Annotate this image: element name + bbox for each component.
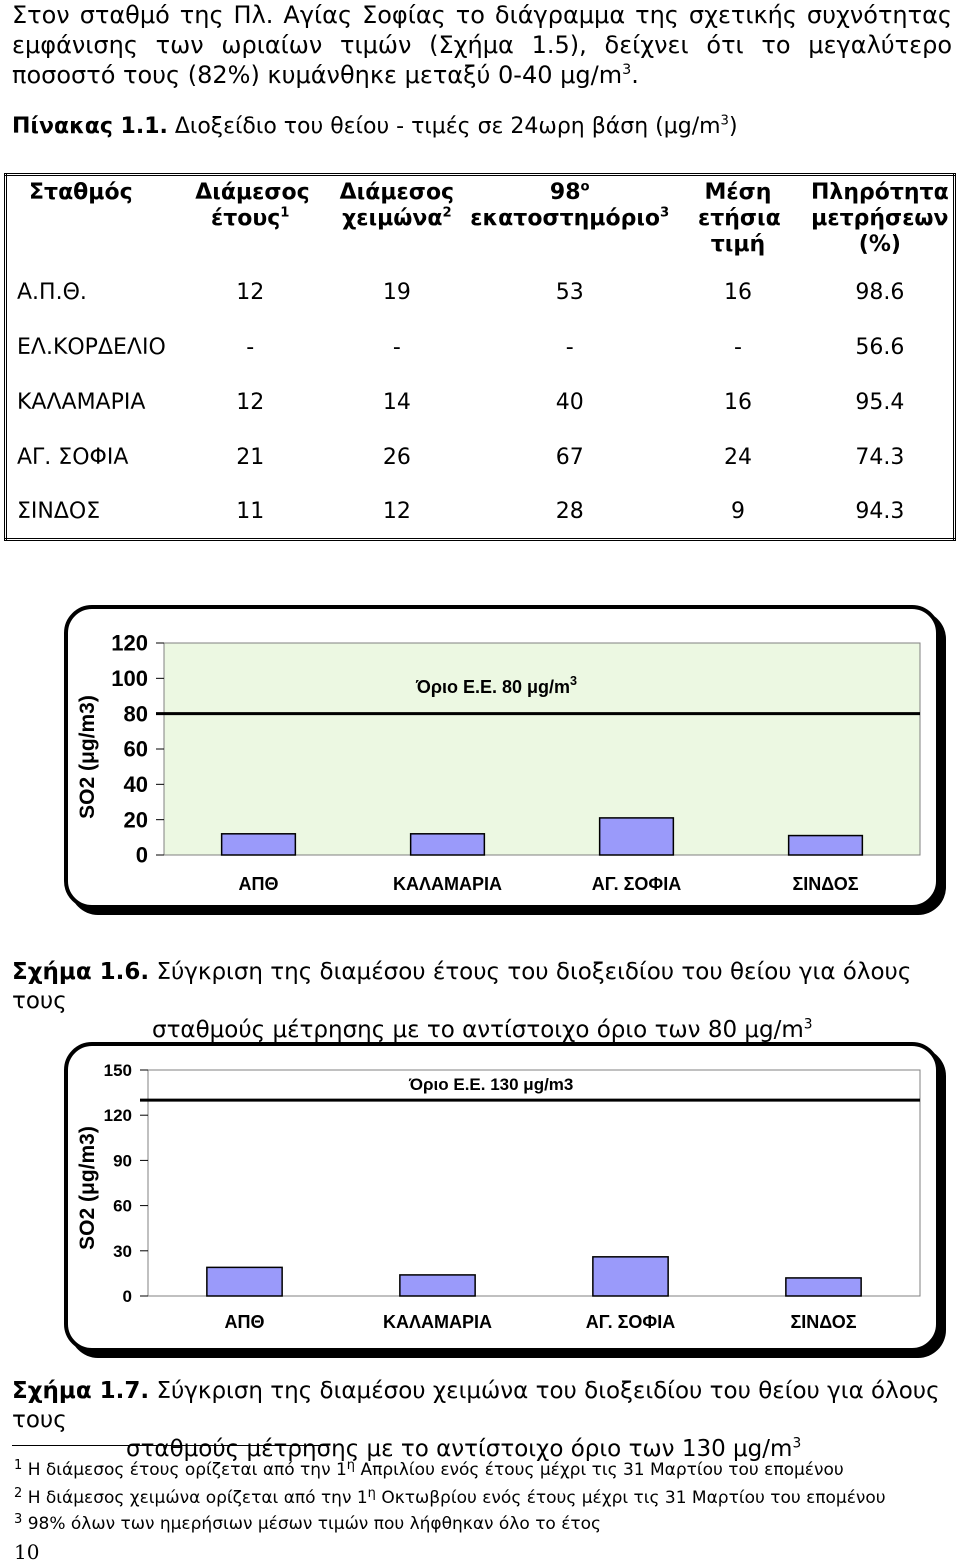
intro-line-2: εμφάνισης των ωριαίων τιμών (Σχήμα 1.5),…: [12, 31, 952, 59]
table-row: Α.Π.Θ. 12 19 53 16 98.6: [6, 265, 955, 320]
figure-1-6-caption: Σχήμα 1.6. Σύγκριση της διαμέσου έτους τ…: [12, 959, 912, 1043]
y-tick-label: 20: [124, 807, 148, 832]
table-cell: 40: [555, 389, 584, 415]
x-category-label: ΚΑΛΑΜΑΡΙΑ: [383, 1312, 492, 1332]
plot-area: [147, 1069, 921, 1297]
table-row: ΑΓ. ΣΟΦΙΑ 21 26 67 24 74.3: [6, 430, 955, 485]
figure-1-7-caption: Σχήμα 1.7. Σύγκριση της διαμέσου χειμώνα…: [12, 1378, 940, 1462]
table-row: ΣΙΝΔΟΣ 11 12 28 9 94.3: [6, 485, 955, 540]
bar-4: [787, 834, 864, 856]
station-name-cell: Α.Π.Θ.: [17, 279, 87, 305]
table-cell: 67: [555, 444, 584, 470]
header-station: Σταθμός: [29, 180, 133, 205]
intro-paragraph: Στον σταθμό της Πλ. Αγίας Σοφίας το διάγ…: [12, 0, 952, 90]
page-number: 10: [14, 1540, 40, 1562]
table-cell: 14: [382, 389, 411, 415]
x-category-label: ΑΠΘ: [239, 874, 279, 894]
table-title-label: Πίνακας 1.1.: [12, 114, 168, 139]
table-cell: 74.3: [855, 444, 905, 470]
y-tick-label: 0: [136, 843, 148, 868]
y-axis-label: SO2 (μg/m3): [76, 695, 99, 819]
table-cell: -: [392, 334, 401, 360]
y-tick-label: 60: [113, 1197, 132, 1216]
table-cell: 26: [382, 444, 411, 470]
bar-2: [399, 1274, 476, 1297]
table-cell: 94.3: [855, 498, 905, 524]
figure-1-6-label: Σχήμα 1.6.: [12, 959, 150, 985]
table-cell: 53: [555, 279, 584, 305]
x-category-label: ΣΙΝΔΟΣ: [790, 1312, 856, 1332]
table-cell: 11: [236, 498, 265, 524]
table-cell: 95.4: [855, 389, 905, 415]
header-98-percentile: 98ο εκατοστημόριο3: [470, 179, 670, 231]
figure-1-7-label: Σχήμα 1.7.: [12, 1378, 150, 1404]
y-tick-label: 30: [113, 1242, 132, 1261]
x-category-label: ΑΓ. ΣΟΦΙΑ: [592, 874, 681, 894]
header-annual-mean: Μέση ετήσια τιμή: [697, 180, 781, 257]
table-cell: 56.6: [855, 334, 905, 360]
bar-3: [592, 1256, 669, 1297]
station-name-cell: ΚΑΛΑΜΑΡΙΑ: [17, 389, 146, 415]
table-cell: 19: [382, 279, 411, 305]
y-tick-label: 120: [104, 1106, 132, 1125]
bar-3: [598, 817, 675, 856]
svg-text:SO2 (μg/m3): SO2 (μg/m3): [76, 695, 99, 819]
y-tick-label: 0: [123, 1287, 132, 1306]
station-name-cell: ΣΙΝΔΟΣ: [17, 498, 101, 524]
limit-label: Όριο Ε.Ε. 130 μg/m3: [408, 1075, 573, 1094]
table-header-row: Σταθμός Διάμεσος έτους1 Διάμεσος χειμώνα…: [6, 175, 955, 265]
table-cell: -: [246, 334, 255, 360]
table-title: Πίνακας 1.1. Διοξείδιο του θείου - τιμές…: [12, 113, 738, 139]
y-tick-label: 60: [124, 737, 148, 762]
table-cell: 16: [723, 279, 752, 305]
intro-line-3: ποσοστό τους (82%) κυμάνθηκε μεταξύ 0-40…: [12, 61, 639, 89]
x-category-label: ΑΓ. ΣΟΦΙΑ: [586, 1312, 675, 1332]
x-category-label: ΑΠΘ: [225, 1312, 265, 1332]
y-tick-label: 100: [111, 666, 148, 691]
svg-text:SO2 (μg/m3): SO2 (μg/m3): [76, 1126, 99, 1250]
plot-area: [163, 642, 921, 856]
y-axis-label: SO2 (μg/m3): [76, 1126, 99, 1250]
y-tick-label: 120: [111, 631, 148, 656]
chart-annual-median-svg: 0 20 40 60 80 100 120 ΑΠΘ ΚΑΛΑΜΑΡΙΑ ΑΓ. ΣΟΦΙΑ ΣΙΝΔ…: [76, 631, 921, 894]
footnote-2: 2 Η διάμεσος χειμώνα ορίζεται από την 1η…: [14, 1486, 886, 1508]
table-cell: 12: [382, 498, 411, 524]
y-tick-label: 150: [104, 1061, 132, 1080]
table-cell: 9: [730, 498, 745, 524]
station-name-cell: ΑΓ. ΣΟΦΙΑ: [17, 444, 129, 470]
table-cell: 28: [555, 498, 584, 524]
chart-winter-median: 0 30 60 90 120 150 ΑΠΘ ΚΑΛΑΜΑΡΙΑ ΑΓ. ΣΟΦΙΑ ΣΙΝΔΟΣ…: [64, 1042, 940, 1352]
bar-1: [206, 1266, 283, 1297]
table-row: ΚΑΛΑΜΑΡΙΑ 12 14 40 16 95.4: [6, 375, 955, 430]
x-category-label: ΣΙΝΔΟΣ: [792, 874, 858, 894]
station-name-cell: ΕΛ.ΚΟΡΔΕΛΙΟ: [17, 334, 166, 360]
chart-annual-median: 0 20 40 60 80 100 120 ΑΠΘ ΚΑΛΑΜΑΡΙΑ ΑΓ. ΣΟΦΙΑ ΣΙΝΔ…: [64, 605, 940, 909]
table-cell: 24: [723, 444, 752, 470]
bar-4: [785, 1277, 862, 1297]
footnote-1: 1 Η διάμεσος έτους ορίζεται από την 1η Α…: [14, 1458, 844, 1480]
table-cell: 98.6: [855, 279, 905, 305]
y-tick-label: 90: [113, 1151, 132, 1170]
limit-label: Όριο Ε.Ε. 80 μg/m3: [415, 674, 577, 697]
y-tick-label: 40: [124, 772, 148, 797]
table-cell: 12: [236, 279, 265, 305]
chart-winter-median-svg: 0 30 60 90 120 150 ΑΠΘ ΚΑΛΑΜΑΡΙΑ ΑΓ. ΣΟΦΙΑ ΣΙΝΔΟΣ…: [76, 1061, 921, 1332]
header-winter-median: Διάμεσος χειμώνα2: [339, 180, 455, 231]
x-category-label: ΚΑΛΑΜΑΡΙΑ: [393, 874, 502, 894]
header-annual-median: Διάμεσος έτους1: [195, 180, 310, 231]
header-completeness: Πληρότητα μετρήσεων (%): [811, 180, 949, 257]
table-cell: -: [733, 334, 742, 360]
footnote-separator: [12, 1445, 326, 1446]
bar-1: [220, 833, 297, 856]
intro-line-1: Στον σταθμό της Πλ. Αγίας Σοφίας το διάγ…: [12, 1, 952, 29]
footnote-3: 3 98% όλων των ημερήσιων μέσων τιμών που…: [14, 1512, 602, 1534]
table-row: ΕΛ.ΚΟΡΔΕΛΙΟ - - - - 56.6: [6, 320, 955, 375]
y-tick-label: 80: [124, 701, 148, 726]
table-cell: -: [565, 334, 574, 360]
so2-table: Σταθμός Διάμεσος έτους1 Διάμεσος χειμώνα…: [4, 173, 956, 541]
bar-2: [409, 833, 486, 856]
table-cell: 12: [236, 389, 265, 415]
table-cell: 21: [236, 444, 265, 470]
table-cell: 16: [723, 389, 752, 415]
